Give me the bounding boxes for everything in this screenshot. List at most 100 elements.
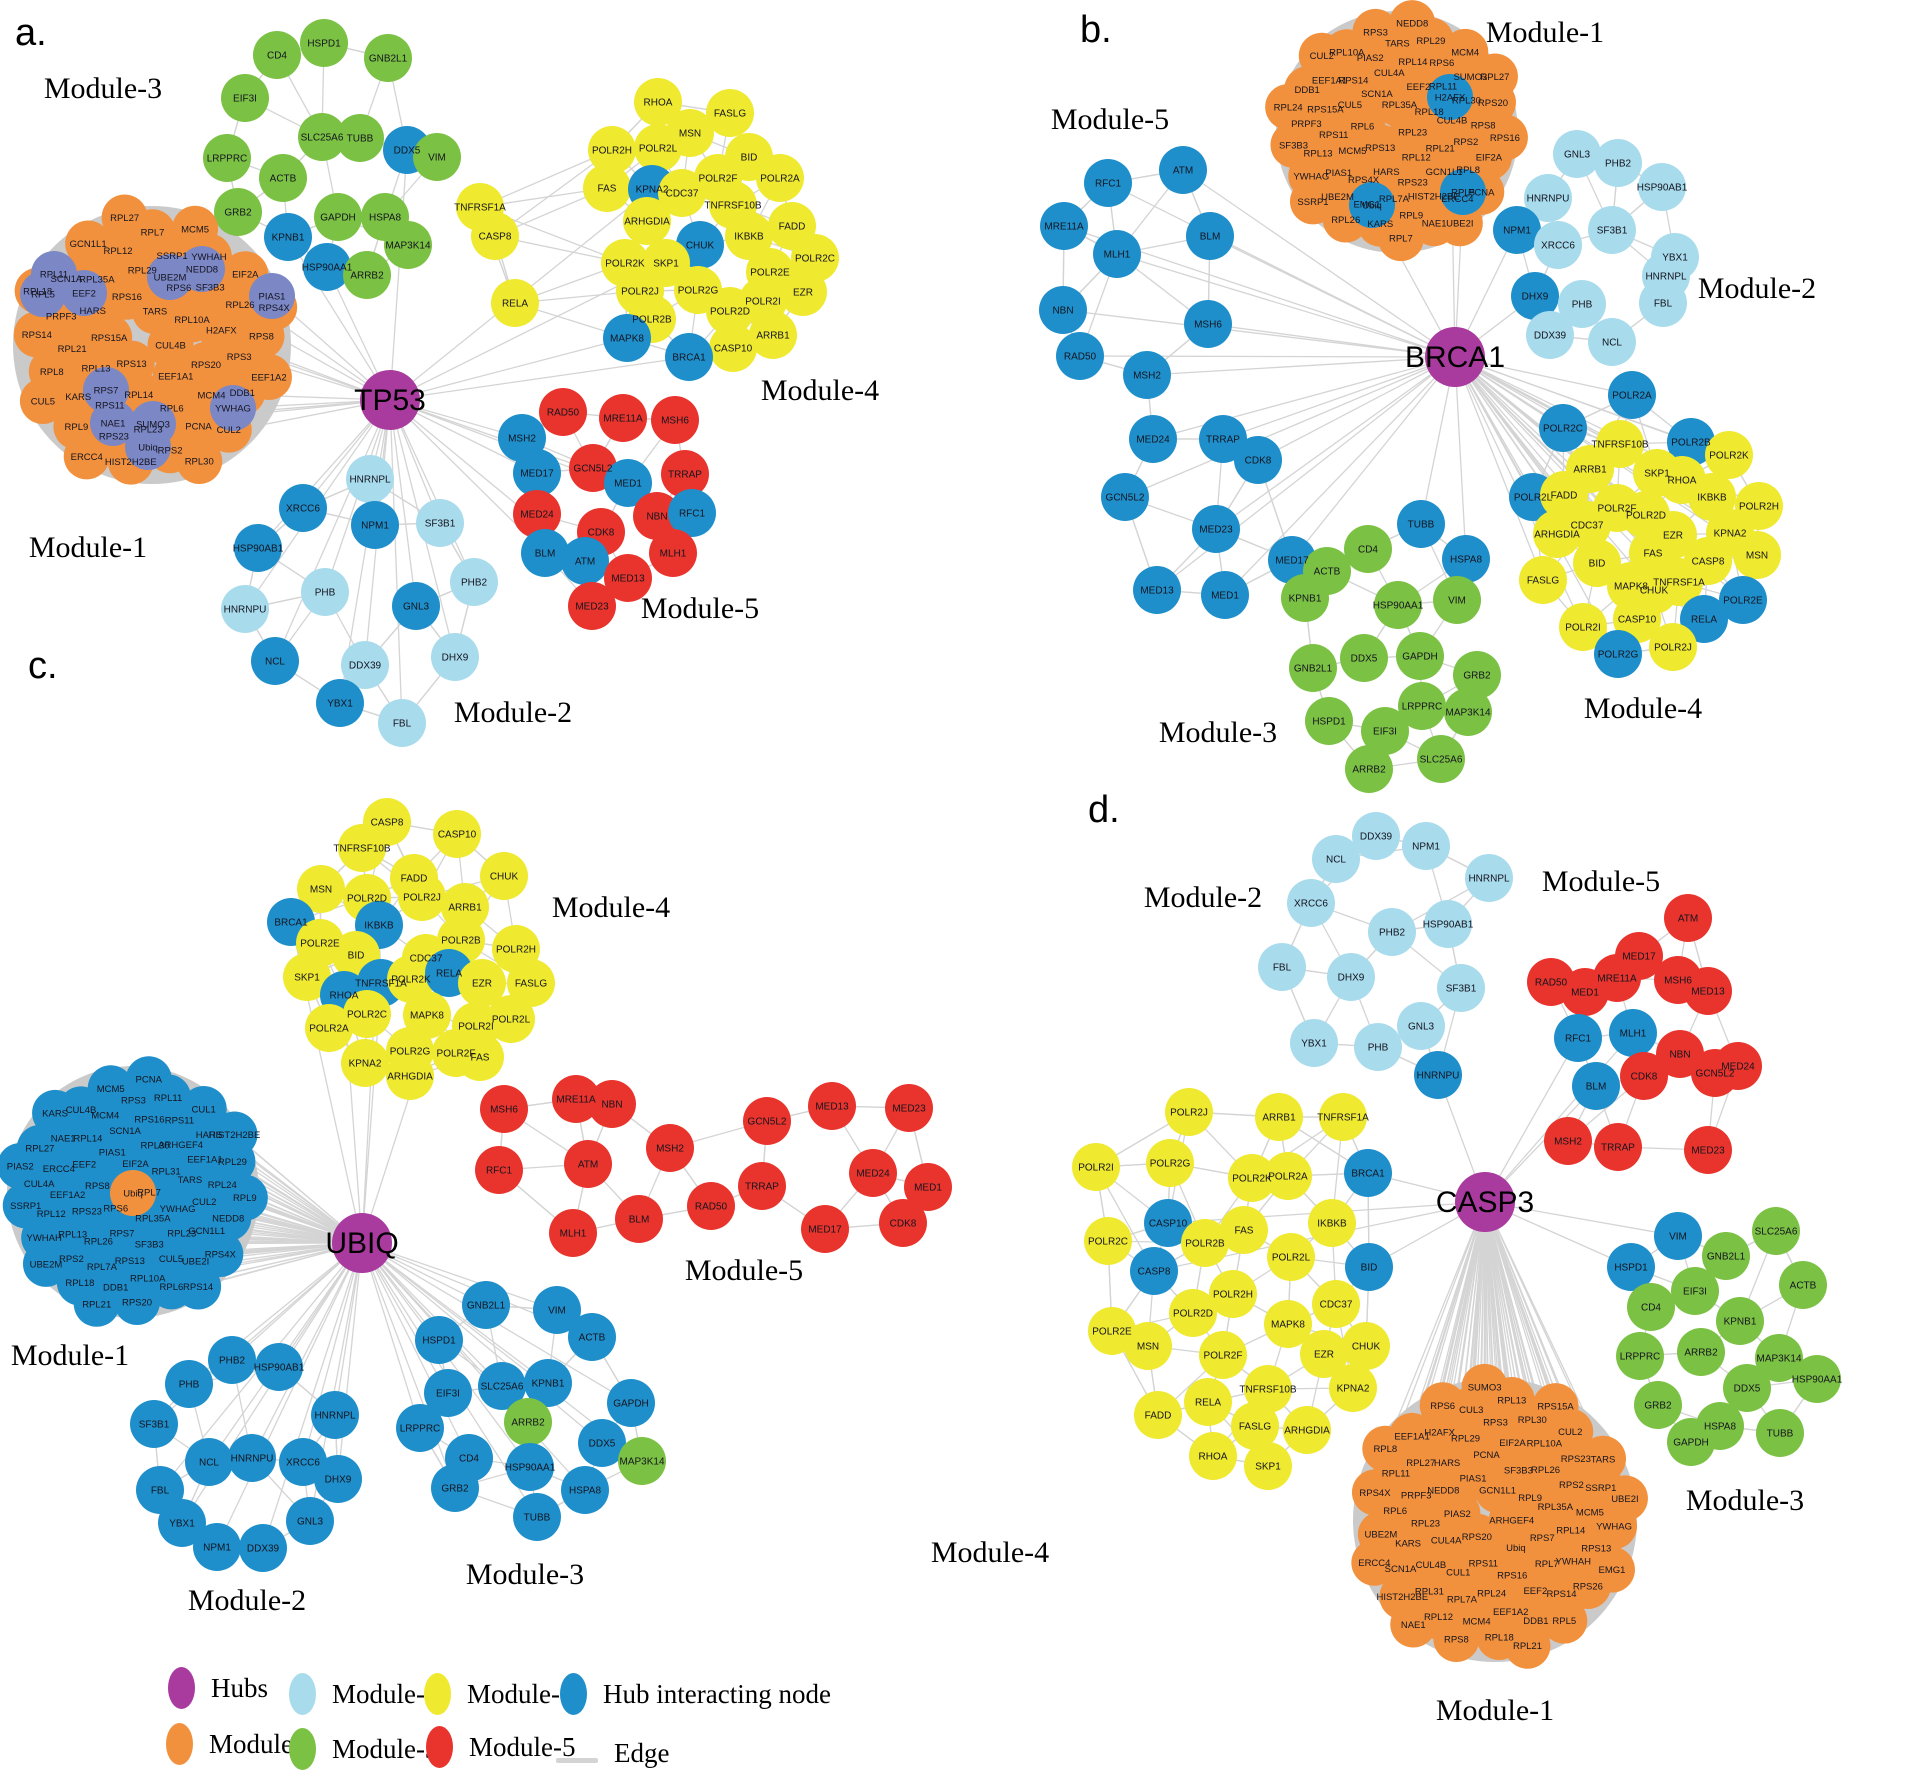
node-TNFRSF10B bbox=[1244, 1365, 1292, 1413]
node-label: POLR2C bbox=[347, 1010, 387, 1021]
node-label: CDK8 bbox=[1631, 1072, 1658, 1083]
node-NBN bbox=[1656, 1030, 1704, 1078]
node-label: RPL23 bbox=[1411, 1518, 1440, 1529]
node-EIF3I bbox=[221, 74, 269, 122]
node-label: KPNA2 bbox=[636, 185, 669, 196]
node-label: RPL29 bbox=[218, 1157, 247, 1168]
module-label: Module-3 bbox=[1686, 1484, 1804, 1517]
node-label: RPL26 bbox=[226, 300, 255, 311]
node-label: EEF2 bbox=[72, 289, 96, 300]
node-label: SKP1 bbox=[653, 259, 679, 270]
node-ATM bbox=[564, 1140, 612, 1188]
node-label: RPS6 bbox=[1430, 1401, 1455, 1412]
node-MRE11A bbox=[1593, 954, 1641, 1002]
node-label: CUL2 bbox=[192, 1197, 216, 1208]
node-label: CUL4A bbox=[1374, 68, 1405, 79]
node-label: FASLG bbox=[1239, 1422, 1271, 1433]
node-label: POLR2H bbox=[592, 146, 632, 157]
node-label: RPL9 bbox=[1399, 210, 1423, 221]
node-H2AFX bbox=[1427, 74, 1473, 120]
node-label: TNFRSF10B bbox=[1239, 1385, 1297, 1396]
node-label: XRCC6 bbox=[286, 1458, 320, 1469]
node-label: POLR2L bbox=[1514, 493, 1553, 504]
node-label: RELA bbox=[502, 299, 528, 310]
node-RAD50 bbox=[687, 1182, 735, 1230]
node-label: IKBKB bbox=[1697, 493, 1727, 504]
node-POLR2F bbox=[1199, 1331, 1247, 1379]
node-MED23 bbox=[1684, 1126, 1732, 1174]
node-label: CASP10 bbox=[1618, 615, 1657, 626]
node-MAP3K14 bbox=[618, 1437, 666, 1485]
node-XRCC6 bbox=[279, 484, 327, 532]
node-MRE11A bbox=[1040, 202, 1088, 250]
node-CASP10 bbox=[1144, 1199, 1192, 1247]
node-label: RFC1 bbox=[679, 509, 706, 520]
node-FASLG bbox=[507, 959, 555, 1007]
node-CD4 bbox=[253, 31, 301, 79]
node-label: RPL11 bbox=[1429, 82, 1457, 93]
node-label: SF3B1 bbox=[1597, 226, 1628, 237]
node-label: HSPA8 bbox=[1450, 555, 1482, 566]
node-DDX5 bbox=[1723, 1364, 1771, 1412]
node-label: CUL3 bbox=[1459, 1405, 1483, 1416]
node-label: RPS4X bbox=[1348, 175, 1380, 186]
node-label: HNRNPL bbox=[1645, 272, 1687, 283]
node-label: SKP1 bbox=[294, 973, 320, 984]
node-label: GNL3 bbox=[403, 602, 430, 613]
node-label: TNFRSF1A bbox=[454, 203, 506, 214]
hub-TP53 bbox=[360, 370, 420, 430]
node-label: POLR2G bbox=[1150, 1159, 1191, 1170]
node-label: HIST2H2BE bbox=[1376, 1592, 1428, 1603]
node-GAPDH bbox=[314, 193, 362, 241]
node-MED1 bbox=[1201, 571, 1249, 619]
panel-b: RFC1 ATM MRE11A BLM MLH1 NBN MSH6 RAD50 MSH2 MED2… bbox=[1039, 0, 1816, 793]
node-MED1 bbox=[904, 1163, 952, 1211]
node-label: PCNA bbox=[185, 422, 212, 433]
node-label: ARRB1 bbox=[1262, 1113, 1296, 1124]
node-label: FBL bbox=[151, 1486, 170, 1497]
node-label: RPS4X bbox=[1359, 1488, 1391, 1499]
module-label: Module-5 bbox=[641, 592, 759, 625]
node-label: RELA bbox=[1691, 615, 1717, 626]
panel-letter: d. bbox=[1088, 789, 1120, 831]
node-label: CUL5 bbox=[159, 1254, 183, 1265]
node-label: CUL4B bbox=[155, 341, 186, 352]
node-label: RPL13 bbox=[1497, 1395, 1526, 1406]
node-label: RPL13 bbox=[1304, 148, 1333, 159]
node-RFC1 bbox=[475, 1146, 523, 1194]
node-label: NCL bbox=[1326, 855, 1346, 866]
node-label: HSPA8 bbox=[369, 213, 401, 224]
node-label: NEDD8 bbox=[212, 1214, 244, 1225]
node-label: RPL21 bbox=[1513, 1641, 1542, 1652]
node-label: PIAS1 bbox=[1325, 168, 1352, 179]
node-label: EEF2 bbox=[72, 1159, 96, 1170]
node-label: PHB bbox=[179, 1380, 200, 1391]
node-label: GNL3 bbox=[1408, 1022, 1435, 1033]
node-POLR2I bbox=[1559, 603, 1607, 651]
node-label: POLR2K bbox=[1232, 1174, 1272, 1185]
node-label: VIM bbox=[1448, 596, 1466, 607]
node-label: RPS4X bbox=[259, 303, 291, 314]
node-label: PIAS1 bbox=[1460, 1473, 1487, 1484]
node-GNB2L1 bbox=[1289, 644, 1337, 692]
node-label: MED17 bbox=[1275, 556, 1309, 567]
node-label: ERCC4 bbox=[43, 1164, 75, 1175]
node-label: NPM1 bbox=[361, 521, 389, 532]
node-label: RPL10A bbox=[1329, 48, 1365, 59]
node-label: RPL30 bbox=[141, 1140, 170, 1151]
node-POLR2B bbox=[1667, 418, 1715, 466]
node-label: RPL18 bbox=[1415, 107, 1444, 118]
module-label: Module-1 bbox=[1486, 16, 1604, 49]
node-label: RPS2 bbox=[1559, 1480, 1584, 1491]
node-label: GRB2 bbox=[1644, 1401, 1672, 1412]
node-CASP10 bbox=[709, 324, 757, 372]
node-NEDD8 bbox=[179, 246, 225, 292]
node-MSH2 bbox=[1544, 1117, 1592, 1165]
node-label: KPNB1 bbox=[1724, 1317, 1757, 1328]
node-label: HSP90AB1 bbox=[254, 1363, 305, 1374]
node-label: HIST2H2BE bbox=[1408, 192, 1460, 203]
node-label: RAD50 bbox=[1535, 978, 1568, 989]
node-label: RPS2 bbox=[158, 446, 183, 457]
node-label: SF3B1 bbox=[425, 519, 456, 530]
node-label: RPS3 bbox=[1363, 27, 1388, 38]
